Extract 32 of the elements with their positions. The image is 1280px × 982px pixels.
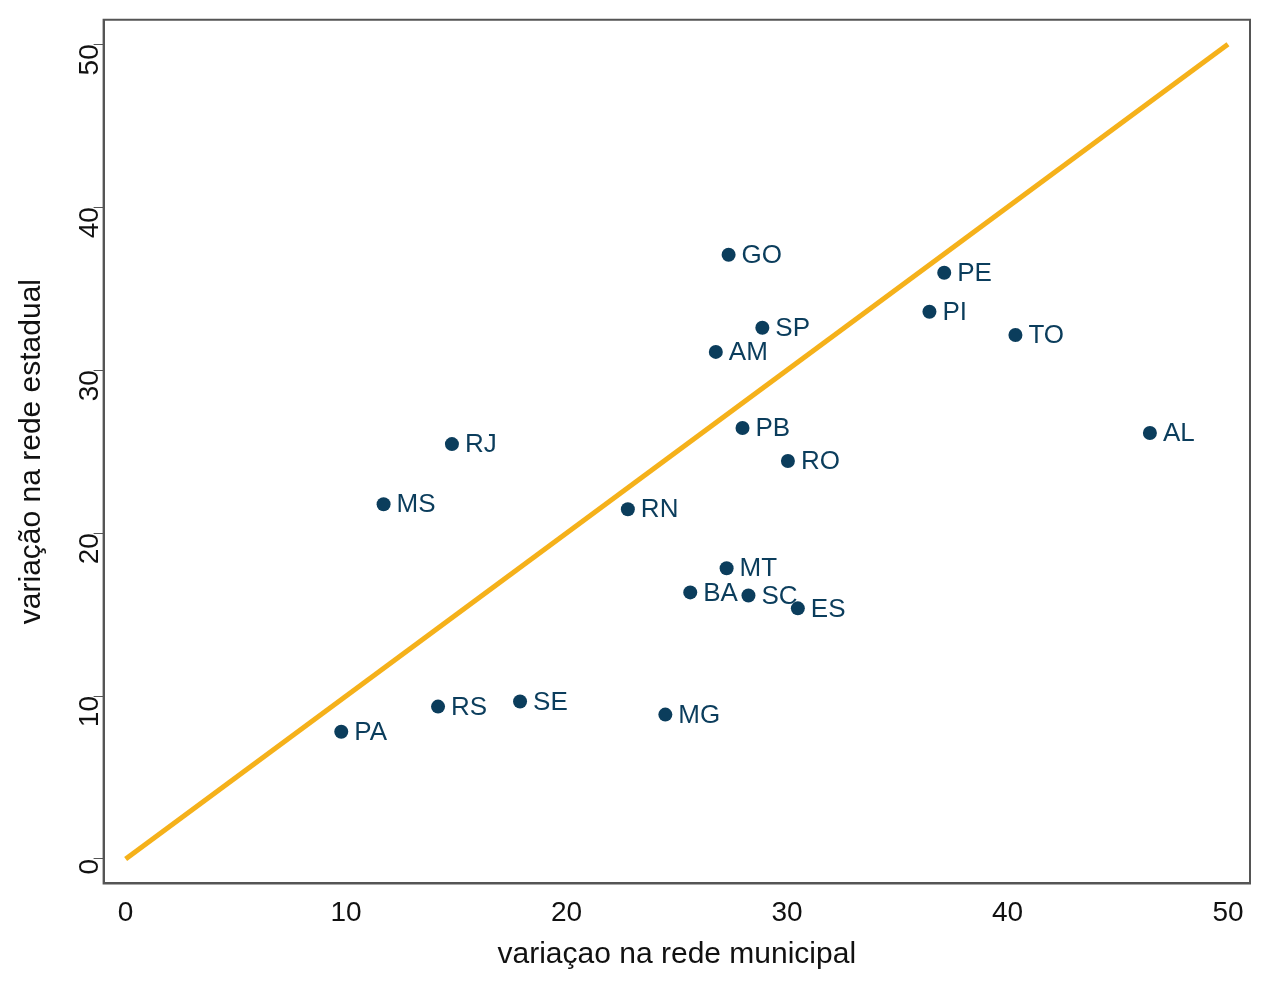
x-tick-label: 50 xyxy=(1212,895,1244,927)
y-tick-label: 10 xyxy=(73,696,105,728)
annotation: RS xyxy=(451,690,488,721)
annotation: RJ xyxy=(464,428,497,459)
x-tick-label: 40 xyxy=(991,895,1024,927)
y-axis-title: variação na rede estadual xyxy=(13,278,47,625)
annotation: PE xyxy=(957,256,992,287)
annotation: SP xyxy=(775,311,811,342)
y-tick-label: 40 xyxy=(73,207,105,239)
annotation: AM xyxy=(728,336,768,367)
annotation: MS xyxy=(396,488,436,519)
x-tick-label: 10 xyxy=(330,895,362,927)
annotation: SE xyxy=(533,685,568,716)
annotation: RO xyxy=(800,445,840,476)
annotation: RN xyxy=(640,493,679,524)
x-tick-label: 0 xyxy=(117,895,134,927)
annotation: BA xyxy=(703,576,739,607)
x-tick-label: 20 xyxy=(550,895,583,927)
annotation: GO xyxy=(741,238,783,269)
annotation: AL xyxy=(1162,417,1195,448)
annotation: PA xyxy=(354,715,388,746)
annotation: PB xyxy=(755,412,791,443)
y-tick-label: 0 xyxy=(73,858,105,875)
annotation: MG xyxy=(678,698,721,729)
y-tick-label: 20 xyxy=(73,533,105,565)
x-axis-title: variaçao na rede municipal xyxy=(497,936,857,970)
y-tick-label: 30 xyxy=(73,370,105,402)
annotation: PI xyxy=(942,295,968,326)
y-tick-label: 50 xyxy=(73,44,105,76)
x-tick-label: 30 xyxy=(771,895,803,927)
annotation: TO xyxy=(1028,319,1065,350)
annotation: ES xyxy=(810,592,846,623)
